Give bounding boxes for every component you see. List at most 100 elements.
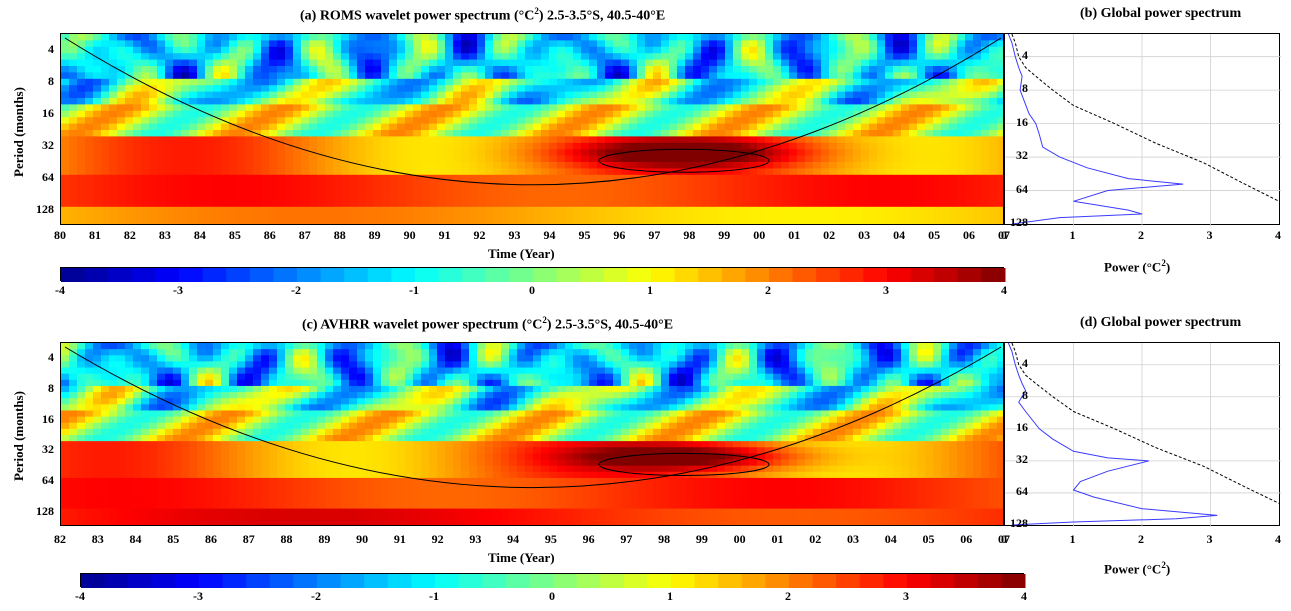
panel-a-cell <box>653 78 662 86</box>
panel-c-cell <box>229 416 238 424</box>
panel-a-cell <box>909 46 918 54</box>
panel-a-cell <box>933 219 942 224</box>
panel-a-cell <box>205 162 214 169</box>
panel-a-cell <box>965 168 974 176</box>
panel-a-cell <box>349 85 358 93</box>
panel-c-cell <box>405 477 414 485</box>
panel-a-cell <box>661 104 670 112</box>
panel-a-cell <box>365 213 374 221</box>
panel-c-cell <box>397 392 406 399</box>
panel-c-cell <box>181 490 190 497</box>
panel-a-cell <box>309 104 318 112</box>
panel-a-cell <box>277 91 286 99</box>
panel-a-cell <box>909 91 918 99</box>
panel-c-cell <box>349 520 358 525</box>
panel-a-cell <box>277 72 286 80</box>
panel-a-cell <box>213 168 222 176</box>
panel-a-cell <box>317 136 326 144</box>
panel-a-cell <box>829 104 838 112</box>
panel-c-cell <box>333 392 342 399</box>
panel-a-cell <box>709 104 718 112</box>
panel-a-cell <box>213 66 222 73</box>
panel-a-cell <box>301 59 310 67</box>
panel-a-cell <box>645 123 654 131</box>
panel-a-cell <box>501 59 510 67</box>
panel-a-cell <box>285 40 294 48</box>
panel-a-cell <box>685 66 694 73</box>
panel-a-cell <box>445 72 454 80</box>
panel-b-power-line <box>1007 33 1184 225</box>
panel-a-cell <box>429 98 438 105</box>
panel-c-cell <box>261 385 270 393</box>
panel-c-cell <box>413 422 422 430</box>
panel-a-cell <box>493 59 502 67</box>
panel-a-cell <box>133 142 142 150</box>
panel-a-cell <box>557 85 566 93</box>
panel-c-cell <box>381 477 390 485</box>
panel-a-cell <box>125 98 134 105</box>
panel-a-cell <box>589 78 598 86</box>
panel-c-cell <box>261 490 270 497</box>
panel-c-cell <box>149 410 158 418</box>
panel-a-cell <box>493 213 502 221</box>
panel-c-cell <box>301 435 310 442</box>
panel-a-cell <box>509 174 518 182</box>
panel-a-cell <box>349 53 358 61</box>
panel-a-cell <box>445 78 454 86</box>
panel-a-cell <box>989 46 998 54</box>
panel-a-cell <box>781 72 790 80</box>
panel-c-cell <box>421 471 430 479</box>
panel-c-cell <box>381 361 390 369</box>
panel-a-cell <box>309 40 318 48</box>
panel-a-cell <box>877 168 886 176</box>
panel-a-cell <box>213 130 222 137</box>
panel-a-cell <box>221 187 230 195</box>
panel-a-cell <box>477 104 486 112</box>
panel-c-cell <box>85 496 94 504</box>
panel-a-cell <box>469 98 478 105</box>
panel-a-cell <box>157 174 166 182</box>
panel-a-cell <box>125 53 134 61</box>
panel-a-cell <box>861 123 870 131</box>
panel-a-cell <box>437 130 446 137</box>
panel-a-cell <box>701 46 710 54</box>
panel-a-cell <box>717 181 726 189</box>
panel-a-cell <box>181 53 190 61</box>
panel-c-cell <box>253 477 262 485</box>
panel-a-cell <box>989 130 998 137</box>
panel-a-cell <box>205 136 214 144</box>
panel-a-cell <box>165 46 174 54</box>
panel-c-cell <box>109 404 118 412</box>
panel-c-cell <box>237 508 246 516</box>
panel-c-cell <box>197 435 206 442</box>
panel-a-cell <box>677 98 686 105</box>
panel-a-cell <box>813 85 822 93</box>
panel-c-cell <box>125 520 134 525</box>
panel-c-cell <box>189 385 198 393</box>
panel-c-cell <box>293 373 302 381</box>
panel-a-cell <box>693 85 702 93</box>
panel-c-cell <box>277 428 286 436</box>
panel-a-cell <box>989 104 998 112</box>
panel-c-cell <box>301 367 310 375</box>
panel-a-cell <box>389 149 398 157</box>
panel-a-cell <box>709 72 718 80</box>
panel-a-cell <box>805 200 814 208</box>
panel-c-cell <box>61 459 70 467</box>
panel-c-cell <box>293 490 302 497</box>
panel-a-cell <box>525 187 534 195</box>
panel-a-cell <box>205 117 214 125</box>
panel-a-cell <box>277 85 286 93</box>
panel-a-cell <box>309 142 318 150</box>
panel-a-cell <box>549 34 558 41</box>
panel-a-cell <box>301 155 310 163</box>
panel-c-cell <box>397 453 406 461</box>
panel-a-cell <box>869 149 878 157</box>
panel-c-cell <box>245 441 254 448</box>
panel-a-cell <box>933 72 942 80</box>
panel-a-cell <box>221 130 230 137</box>
panel-a-cell <box>501 149 510 157</box>
panel-c-cell <box>213 398 222 405</box>
panel-a-cell <box>829 130 838 137</box>
panel-a-cell <box>357 98 366 105</box>
